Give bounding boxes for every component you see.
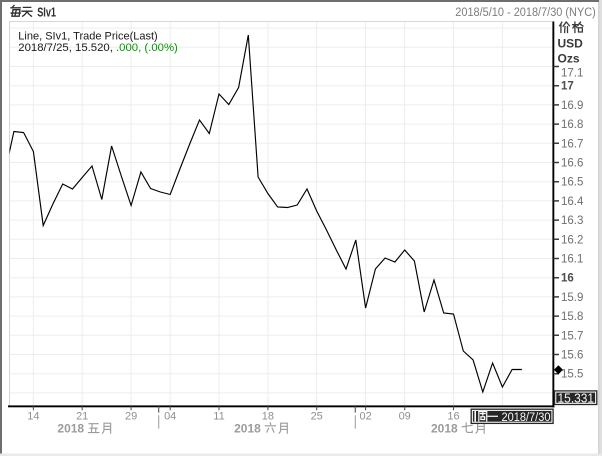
svg-text:14: 14 xyxy=(27,410,39,422)
svg-text:18: 18 xyxy=(262,410,274,422)
svg-text:15.5: 15.5 xyxy=(561,369,583,381)
svg-text:15.7: 15.7 xyxy=(561,330,583,342)
svg-text:11: 11 xyxy=(213,410,224,422)
svg-text:15.331: 15.331 xyxy=(558,390,595,405)
svg-text:16.1: 16.1 xyxy=(561,254,583,266)
svg-text:16.9: 16.9 xyxy=(561,100,583,112)
svg-text:USD: USD xyxy=(558,36,584,50)
svg-text:Ozs: Ozs xyxy=(558,52,580,66)
svg-text:16.4: 16.4 xyxy=(561,196,584,208)
svg-text:SIv1: SIv1 xyxy=(37,6,56,20)
svg-text:15.8: 15.8 xyxy=(561,311,583,323)
svg-text:15.9: 15.9 xyxy=(561,292,583,304)
svg-text:21: 21 xyxy=(76,410,88,422)
svg-text:15.6: 15.6 xyxy=(561,350,583,362)
svg-text:16.7: 16.7 xyxy=(561,138,583,150)
svg-text:04: 04 xyxy=(164,410,176,422)
svg-text:2018/5/10 - 2018/7/30 (NYC): 2018/5/10 - 2018/7/30 (NYC) xyxy=(455,7,596,19)
svg-text:2018/7/25, 15.520, .000, (.00%: 2018/7/25, 15.520, .000, (.00%) xyxy=(18,42,178,54)
svg-text:16.6: 16.6 xyxy=(561,158,583,170)
svg-text:25: 25 xyxy=(311,410,323,422)
svg-text:2018: 2018 xyxy=(431,422,458,436)
svg-text:2018/7/30: 2018/7/30 xyxy=(502,412,551,424)
svg-text:Line, SIv1, Trade Price(Last): Line, SIv1, Trade Price(Last) xyxy=(18,31,157,43)
svg-text:16: 16 xyxy=(447,410,459,422)
svg-text:29: 29 xyxy=(125,410,137,422)
svg-text:16.8: 16.8 xyxy=(561,119,583,131)
svg-text:2018: 2018 xyxy=(234,422,261,436)
svg-text:16.5: 16.5 xyxy=(561,177,583,189)
svg-text:16.2: 16.2 xyxy=(561,234,583,246)
svg-text:02: 02 xyxy=(359,410,371,422)
svg-text:17.1: 17.1 xyxy=(561,68,583,80)
svg-text:17: 17 xyxy=(561,81,574,93)
svg-text:09: 09 xyxy=(399,410,411,422)
svg-text:16: 16 xyxy=(561,273,574,285)
svg-text:16.3: 16.3 xyxy=(561,215,583,227)
svg-text:2018: 2018 xyxy=(57,422,84,436)
